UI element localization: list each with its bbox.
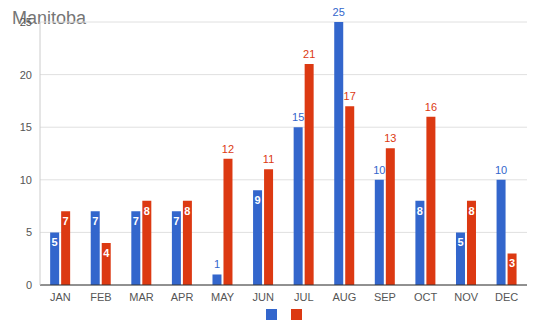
svg-text:FEB: FEB: [90, 291, 111, 303]
svg-text:5: 5: [457, 236, 463, 248]
svg-text:8: 8: [144, 205, 150, 217]
svg-text:SEP: SEP: [374, 291, 396, 303]
svg-text:OCT: OCT: [414, 291, 438, 303]
svg-text:JUN: JUN: [253, 291, 274, 303]
svg-text:DEC: DEC: [495, 291, 518, 303]
svg-text:1: 1: [214, 258, 220, 270]
svg-text:8: 8: [468, 205, 474, 217]
svg-text:7: 7: [133, 215, 139, 227]
svg-text:5: 5: [26, 226, 32, 238]
svg-text:0: 0: [26, 279, 32, 291]
svg-text:7: 7: [63, 215, 69, 227]
svg-text:10: 10: [20, 174, 32, 186]
svg-text:25: 25: [333, 6, 345, 18]
svg-text:JUL: JUL: [294, 291, 314, 303]
svg-text:13: 13: [384, 132, 396, 144]
svg-text:8: 8: [417, 205, 423, 217]
svg-text:25: 25: [20, 16, 32, 28]
svg-text:20: 20: [20, 69, 32, 81]
svg-text:12: 12: [222, 143, 234, 155]
svg-text:MAR: MAR: [129, 291, 154, 303]
svg-text:8: 8: [184, 205, 190, 217]
svg-text:21: 21: [303, 48, 315, 60]
svg-text:7: 7: [173, 215, 179, 227]
svg-text:MAY: MAY: [211, 291, 235, 303]
svg-text:3: 3: [509, 257, 515, 269]
svg-text:9: 9: [255, 194, 261, 206]
svg-text:APR: APR: [171, 291, 194, 303]
svg-text:17: 17: [344, 90, 356, 102]
svg-text:10: 10: [373, 164, 385, 176]
svg-text:11: 11: [263, 153, 274, 165]
svg-text:15: 15: [20, 121, 32, 133]
svg-text:15: 15: [292, 111, 304, 123]
svg-text:4: 4: [103, 247, 110, 259]
svg-text:16: 16: [425, 101, 437, 113]
svg-text:5: 5: [52, 236, 58, 248]
svg-text:JAN: JAN: [50, 291, 71, 303]
svg-text:10: 10: [495, 164, 507, 176]
svg-text:AUG: AUG: [332, 291, 356, 303]
svg-text:NOV: NOV: [454, 291, 479, 303]
svg-text:7: 7: [92, 215, 98, 227]
